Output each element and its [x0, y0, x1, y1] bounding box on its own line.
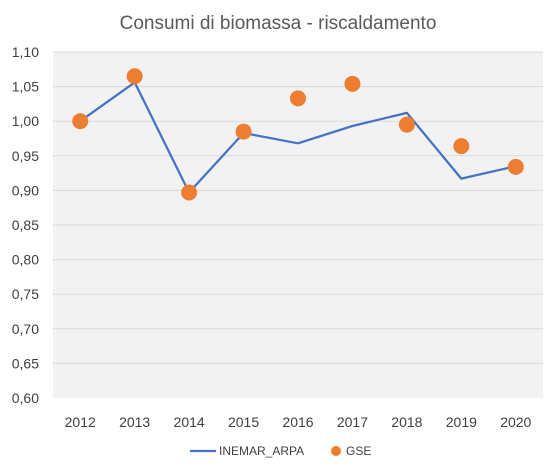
gse-point	[126, 68, 143, 85]
y-tick-label: 1,00	[12, 113, 39, 129]
y-tick-label: 1,05	[12, 79, 39, 95]
y-tick-label: 0,85	[12, 217, 39, 233]
x-tick-label: 2017	[337, 414, 368, 430]
x-tick-label: 2019	[446, 414, 477, 430]
y-tick-label: 1,10	[12, 44, 39, 60]
gse-point	[235, 123, 252, 140]
x-tick-label: 2018	[391, 414, 422, 430]
x-tick-label: 2014	[174, 414, 205, 430]
y-tick-label: 0,75	[12, 286, 39, 302]
y-tick-label: 0,60	[12, 390, 39, 406]
gse-point	[290, 90, 306, 107]
x-tick-label: 2012	[65, 414, 96, 430]
gse-point	[507, 158, 524, 175]
x-tick-label: 2016	[282, 414, 313, 430]
gse-point	[398, 116, 415, 133]
y-tick-label: 0,70	[12, 321, 39, 337]
legend-label-gse: GSE	[346, 444, 371, 458]
gse-point	[181, 184, 198, 201]
x-tick-label: 2013	[119, 414, 150, 430]
gse-point	[453, 138, 470, 155]
y-axis: 0,60 0,65 0,70 0,75 0,80 0,85 0,90 0,95 1,00 1,05…	[12, 44, 39, 406]
series	[72, 68, 524, 201]
x-tick-label: 2015	[228, 414, 259, 430]
y-tick-label: 0,65	[12, 355, 39, 371]
y-tick-label: 0,95	[12, 148, 39, 164]
y-tick-label: 0,80	[12, 252, 39, 268]
legend-label-inemar-arpa: INEMAR_ARPA	[219, 444, 304, 458]
gse-point	[72, 113, 89, 130]
y-tick-label: 0,90	[12, 182, 39, 198]
legend: INEMAR_ARPA GSE	[190, 444, 371, 458]
legend-dot-swatch	[331, 446, 341, 456]
series-line-inemar-arpa	[79, 81, 517, 194]
chart-title: Consumi di biomassa - riscaldamento	[120, 13, 437, 34]
x-axis: 2012 2013 2014 2015 2016 2017 2018 2019 2020	[65, 414, 532, 430]
x-tick-label: 2020	[500, 414, 531, 430]
gridlines	[53, 51, 543, 364]
gse-point	[344, 75, 361, 92]
